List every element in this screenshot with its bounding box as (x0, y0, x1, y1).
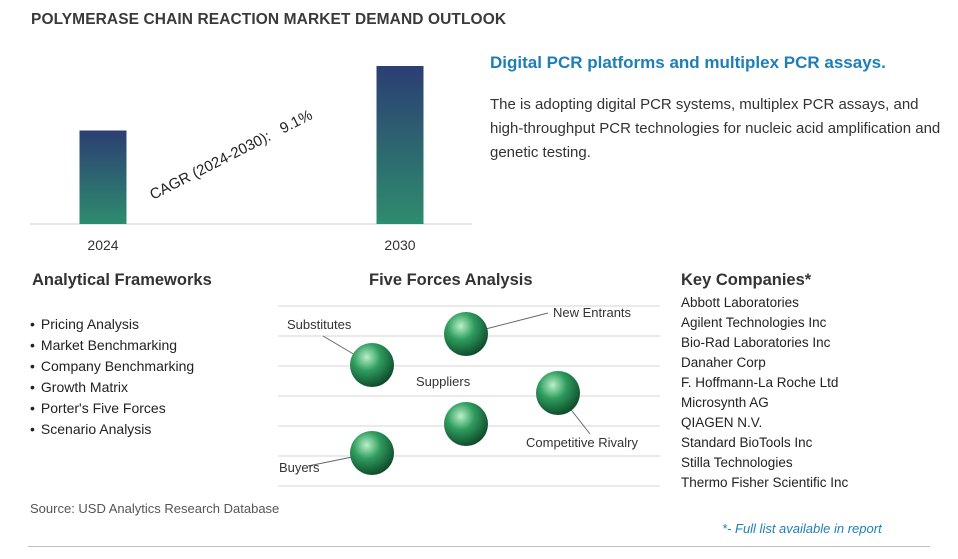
suppliers-label: Suppliers (416, 374, 471, 389)
company-item: Agilent Technologies Inc (681, 315, 827, 330)
highlight-headline: Digital PCR platforms and multiplex PCR … (490, 53, 886, 72)
companies-list: Abbott Laboratories Agilent Technologies… (681, 293, 848, 493)
framework-item: Growth Matrix (30, 377, 194, 398)
company-item: F. Hoffmann-La Roche Ltd (681, 375, 839, 390)
bar-2024 (79, 130, 127, 224)
company-item: Standard BioTools Inc (681, 435, 813, 450)
substitutes-label: Substitutes (287, 317, 352, 332)
page-title: POLYMERASE CHAIN REACTION MARKET DEMAND … (31, 11, 507, 28)
company-item: Stilla Technologies (681, 455, 793, 470)
new-entrants-connector (465, 312, 549, 335)
highlight-description: The is adopting digital PCR systems, mul… (490, 96, 941, 161)
new-entrants-label: New Entrants (553, 305, 632, 320)
competitive-rivalry-sphere (536, 371, 580, 415)
frameworks-list: Pricing Analysis Market Benchmarking Com… (30, 314, 194, 440)
company-item: Microsynth AG (681, 395, 769, 410)
frameworks-title: Analytical Frameworks (32, 271, 212, 289)
cagr-annotation: CAGR (2024-2030): 9.1% (147, 107, 315, 204)
company-item: QIAGEN N.V. (681, 415, 763, 430)
x-tick-label: 2024 (87, 237, 118, 253)
companies-title: Key Companies* (681, 271, 812, 289)
bar-chart: 2024 2030 CAGR (2024-2030): 9.1% (30, 66, 472, 253)
framework-item: Market Benchmarking (30, 335, 194, 356)
framework-item: Company Benchmarking (30, 356, 194, 377)
new-entrants-sphere (444, 312, 488, 356)
competitive-rivalry-label: Competitive Rivalry (526, 435, 638, 450)
competitive-rivalry-connector (557, 392, 591, 435)
company-item: Danaher Corp (681, 355, 766, 370)
substitutes-connector (322, 335, 373, 366)
company-item: Abbott Laboratories (681, 295, 799, 310)
company-item: Bio-Rad Laboratories Inc (681, 335, 831, 350)
buyers-sphere (350, 431, 394, 475)
framework-item: Pricing Analysis (30, 314, 194, 335)
substitutes-sphere (350, 343, 394, 387)
bar-2030 (376, 66, 424, 224)
five-forces-title: Five Forces Analysis (369, 271, 533, 289)
source-note: Source: USD Analytics Research Database (30, 501, 280, 516)
framework-item: Porter's Five Forces (30, 398, 194, 419)
framework-item: Scenario Analysis (30, 419, 194, 440)
footnote: *- Full list available in report (722, 521, 882, 536)
buyers-label: Buyers (279, 460, 320, 475)
buyers-connector (307, 452, 373, 467)
x-tick-label: 2030 (384, 237, 415, 253)
bottom-divider (28, 546, 930, 547)
suppliers-sphere (444, 402, 488, 446)
company-item: Thermo Fisher Scientific Inc (681, 475, 849, 490)
